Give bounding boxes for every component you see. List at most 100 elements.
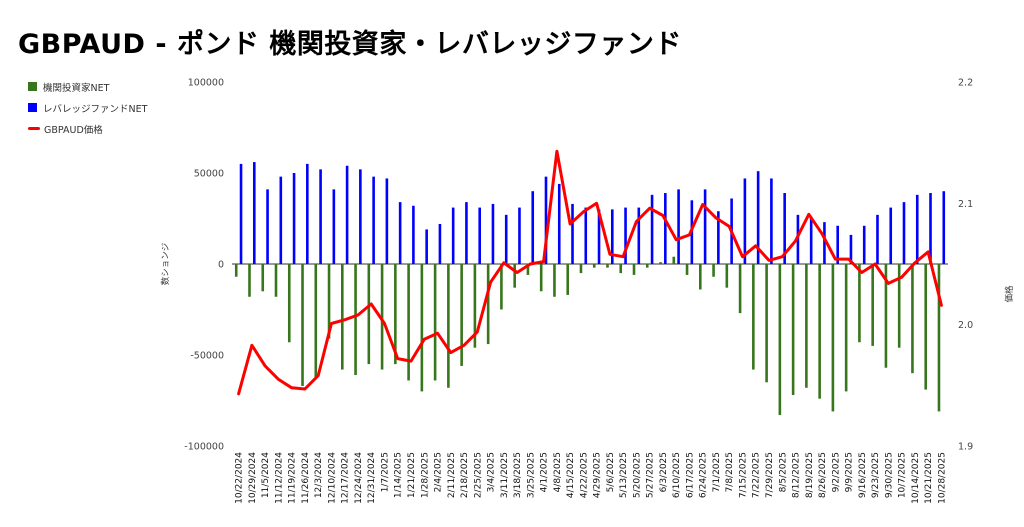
x-tick-label: 2/11/2025 xyxy=(447,452,457,498)
y-tick-left: -50000 xyxy=(190,351,224,362)
bar-institutional xyxy=(407,264,410,381)
bar-institutional xyxy=(539,264,543,292)
x-tick-label: 4/8/2025 xyxy=(553,452,563,492)
bar-institutional xyxy=(778,264,782,416)
x-tick-label: 5/27/2025 xyxy=(646,452,656,498)
bar-institutional xyxy=(566,264,570,295)
bar-leveraged xyxy=(518,207,521,264)
x-tick-label: 2/25/2025 xyxy=(473,452,483,498)
x-tick-label: 9/9/2025 xyxy=(845,452,855,492)
bar-institutional xyxy=(433,264,437,381)
bar-leveraged xyxy=(929,193,932,264)
x-tick-label: 12/10/2024 xyxy=(327,452,337,504)
x-tick-label: 9/16/2025 xyxy=(858,452,868,498)
bar-institutional xyxy=(884,264,888,368)
bar-institutional xyxy=(579,264,583,274)
bar-leveraged xyxy=(425,229,428,264)
bar-institutional xyxy=(818,264,821,399)
bar-institutional xyxy=(394,264,397,365)
y-tick-right: 2.2 xyxy=(958,78,973,89)
bar-leveraged xyxy=(306,163,309,264)
x-tick-label: 10/22/2024 xyxy=(235,452,245,504)
x-tick-label: 7/15/2025 xyxy=(738,452,748,498)
x-tick-label: 10/21/2025 xyxy=(924,452,934,504)
bar-institutional xyxy=(380,264,384,370)
x-tick-label: 12/24/2024 xyxy=(354,452,364,504)
bar-leveraged xyxy=(836,225,839,264)
bar-leveraged xyxy=(359,169,362,264)
bar-leveraged xyxy=(610,209,614,264)
legend-item-price: GBPAUD価格 xyxy=(28,118,147,139)
bar-institutional xyxy=(765,264,768,383)
bar-leveraged xyxy=(770,178,773,264)
bar-leveraged xyxy=(717,211,720,264)
x-tick-label: 7/22/2025 xyxy=(752,452,762,498)
bar-leveraged xyxy=(942,191,946,264)
y-tick-left: 0 xyxy=(218,260,224,271)
bar-leveraged xyxy=(319,169,322,264)
x-tick-label: 3/18/2025 xyxy=(513,452,523,498)
legend: 機関投資家NET レバレッジファンドNET GBPAUD価格 xyxy=(28,76,147,139)
legend-item-leveraged: レバレッジファンドNET xyxy=(28,97,147,118)
bar-leveraged xyxy=(637,207,641,264)
x-tick-label: 9/2/2025 xyxy=(831,452,841,492)
x-tick-label: 4/29/2025 xyxy=(593,452,603,498)
y-tick-left: 100000 xyxy=(188,78,224,89)
bar-leveraged xyxy=(345,165,349,264)
bar-leveraged xyxy=(239,163,243,264)
bar-leveraged xyxy=(465,202,468,264)
bar-institutional xyxy=(699,264,702,290)
x-tick-label: 12/17/2024 xyxy=(341,452,351,504)
bar-institutional xyxy=(911,264,914,374)
bar-institutional xyxy=(500,264,503,310)
y-tick-right: 2.1 xyxy=(958,199,973,210)
bar-institutional xyxy=(659,262,662,264)
bar-leveraged xyxy=(597,209,601,264)
bar-institutional xyxy=(725,264,729,288)
x-tick-label: 1/21/2025 xyxy=(407,452,417,498)
bar-institutional xyxy=(805,264,808,388)
x-tick-label: 8/12/2025 xyxy=(792,452,802,498)
x-tick-label: 9/23/2025 xyxy=(871,452,881,498)
x-tick-label: 1/14/2025 xyxy=(394,452,404,498)
bar-institutional xyxy=(341,264,344,370)
bar-leveraged xyxy=(279,176,283,264)
bar-institutional xyxy=(831,264,835,412)
legend-item-institutional: 機関投資家NET xyxy=(28,76,147,97)
bar-leveraged xyxy=(478,207,481,264)
bar-institutional xyxy=(791,264,795,396)
x-tick-label: 2/18/2025 xyxy=(460,452,470,498)
x-tick-label: 12/3/2024 xyxy=(314,452,324,498)
x-tick-label: 4/22/2025 xyxy=(579,452,589,498)
x-tick-label: 6/24/2025 xyxy=(699,452,709,498)
bar-leveraged xyxy=(571,203,574,264)
x-tick-label: 4/15/2025 xyxy=(566,452,576,498)
bar-institutional xyxy=(274,264,278,297)
x-tick-label: 3/25/2025 xyxy=(526,452,536,498)
x-tick-label: 10/29/2024 xyxy=(248,452,258,504)
bar-institutional xyxy=(473,264,477,348)
y-axis-label-right: 価格 xyxy=(1004,285,1015,303)
bar-institutional xyxy=(592,264,596,268)
x-tick-label: 1/28/2025 xyxy=(420,452,430,498)
x-tick-label: 8/26/2025 xyxy=(818,452,828,498)
bar-institutional xyxy=(486,264,490,345)
bar-leveraged xyxy=(849,234,853,264)
x-tick-label: 11/26/2024 xyxy=(301,452,311,504)
x-tick-label: 7/1/2025 xyxy=(712,452,722,492)
bar-institutional xyxy=(553,264,556,297)
bar-institutional xyxy=(738,264,742,314)
bar-leveraged xyxy=(876,214,879,264)
x-tick-label: 8/19/2025 xyxy=(805,452,815,498)
bar-leveraged xyxy=(783,193,786,264)
bar-leveraged xyxy=(862,225,866,264)
x-tick-label: 6/17/2025 xyxy=(685,452,695,498)
y-tick-left: 50000 xyxy=(194,169,224,180)
bar-institutional xyxy=(606,264,609,268)
bar-institutional xyxy=(897,264,901,348)
bar-institutional xyxy=(460,264,463,366)
x-tick-label: 10/28/2025 xyxy=(937,452,947,504)
bar-institutional xyxy=(685,264,689,275)
bar-institutional xyxy=(354,264,357,376)
x-tick-label: 8/5/2025 xyxy=(778,452,788,492)
